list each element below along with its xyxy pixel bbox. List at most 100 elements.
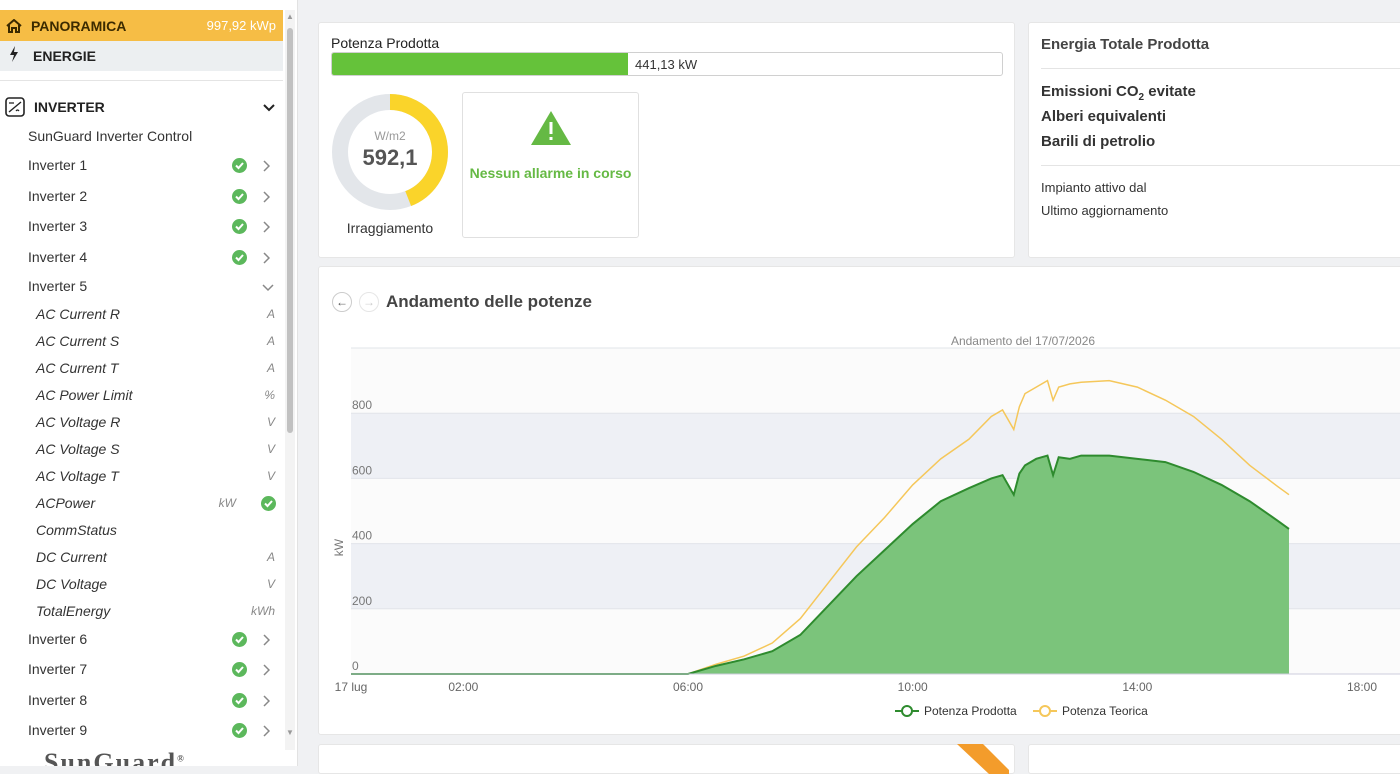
irradiance-gauge: W/m2 592,1	[331, 93, 449, 211]
warning-icon	[529, 109, 573, 152]
sidebar-item-inverter[interactable]: Inverter 1	[0, 152, 283, 178]
inverter-param-item[interactable]: AC Current R A	[0, 301, 283, 327]
divider	[1041, 68, 1400, 69]
bottom-card-right	[1028, 744, 1400, 774]
check-circle-icon	[232, 189, 247, 204]
nav-label-energie: ENERGIE	[33, 48, 96, 64]
legend-marker	[1040, 706, 1050, 716]
chart-band	[351, 348, 1400, 413]
inverter-label: Inverter 5	[28, 278, 87, 294]
check-circle-icon	[232, 662, 247, 677]
chevron-right-icon[interactable]	[262, 220, 270, 236]
param-unit: %	[264, 388, 275, 402]
chevron-right-icon[interactable]	[262, 251, 270, 267]
inverter-param-item[interactable]: AC Voltage S V	[0, 436, 283, 462]
y-tick-label: 600	[352, 463, 372, 477]
param-unit: A	[267, 550, 275, 564]
sidebar-item-inverter[interactable]: Inverter 4	[0, 244, 283, 270]
x-tick-label: 06:00	[673, 680, 703, 694]
last-update-label: Ultimo aggiornamento	[1041, 203, 1168, 218]
control-label: SunGuard Inverter Control	[28, 128, 192, 144]
nav-label-panoramica: PANORAMICA	[31, 18, 126, 34]
inverter-param-item[interactable]: AC Current T A	[0, 355, 283, 381]
sidebar-item-inverter[interactable]: Inverter 9	[0, 717, 283, 743]
param-unit: V	[267, 577, 275, 591]
y-tick-label: 0	[352, 659, 359, 673]
oil-barrels-label: Barili di petrolio	[1041, 133, 1155, 150]
param-label: AC Voltage T	[36, 468, 119, 484]
divider	[0, 80, 283, 81]
inverter-param-item[interactable]: AC Power Limit%	[0, 382, 283, 408]
lightning-icon	[6, 46, 22, 67]
co2-avoided-label: Emissioni CO2 evitate	[1041, 83, 1196, 103]
inverter-label: Inverter 9	[28, 722, 87, 738]
inverter-label: Inverter 2	[28, 188, 87, 204]
sidebar: PANORAMICA 997,92 kWp ENERGIE INVERTER S…	[0, 0, 298, 766]
inverter-param-item[interactable]: ACPower kW	[0, 490, 283, 516]
x-tick-label: 18:00	[1347, 680, 1377, 694]
inverter-label: Inverter 7	[28, 661, 87, 677]
sidebar-item-inverter[interactable]: Inverter 2	[0, 183, 283, 209]
chart-date-title: Andamento del 17/07/2026	[951, 334, 1095, 348]
chevron-down-icon[interactable]	[263, 99, 275, 115]
power-chart: 0 200 400 600 800 kW Andamento del 17/07/2026 1…	[319, 267, 1400, 736]
sidebar-scrollbar[interactable]: ▲ ▼	[285, 10, 295, 750]
home-icon	[6, 18, 22, 34]
param-label: AC Voltage R	[36, 414, 120, 430]
scroll-down-icon[interactable]: ▼	[286, 728, 294, 737]
param-label: ACPower	[36, 495, 95, 511]
sidebar-item-inverter[interactable]: Inverter 8	[0, 687, 283, 713]
scroll-up-icon[interactable]: ▲	[286, 12, 294, 21]
legend-marker	[902, 706, 912, 716]
chevron-right-icon[interactable]	[262, 190, 270, 206]
sidebar-item-control[interactable]: SunGuard Inverter Control	[0, 123, 283, 149]
inverter-section-label: INVERTER	[34, 99, 105, 115]
chevron-down-icon[interactable]	[262, 280, 274, 296]
inverter-label: Inverter 4	[28, 249, 87, 265]
inverter-param-item[interactable]: DC Current A	[0, 544, 283, 570]
active-since-label: Impianto attivo dal	[1041, 180, 1147, 195]
check-circle-icon	[232, 632, 247, 647]
inverter-param-item[interactable]: AC Voltage R V	[0, 409, 283, 435]
sidebar-item-inverter[interactable]: Inverter 3	[0, 213, 283, 239]
inverter-label: Inverter 8	[28, 692, 87, 708]
chevron-right-icon[interactable]	[262, 724, 270, 740]
nav-item-energie[interactable]: ENERGIE	[0, 41, 283, 71]
power-produced-label: Potenza Prodotta	[331, 35, 439, 51]
chevron-right-icon[interactable]	[262, 159, 270, 175]
irradiance-unit: W/m2	[331, 129, 449, 143]
x-tick-label: 02:00	[448, 680, 478, 694]
chevron-right-icon[interactable]	[262, 694, 270, 710]
param-unit: A	[267, 307, 275, 321]
inverter-param-item[interactable]: CommStatus	[0, 517, 283, 543]
param-label: AC Current S	[36, 333, 119, 349]
inverter-param-item[interactable]: DC Voltage V	[0, 571, 283, 597]
param-label: AC Current T	[36, 360, 118, 376]
inverter-param-item[interactable]: TotalEnergy kWh	[0, 598, 283, 624]
sidebar-item-inverter[interactable]: Inverter 6	[0, 626, 283, 652]
alarm-panel[interactable]: Nessun allarme in corso	[462, 92, 639, 238]
param-unit: kW	[219, 496, 236, 510]
inverter-param-item[interactable]: AC Current S A	[0, 328, 283, 354]
param-unit: kWh	[251, 604, 275, 618]
y-tick-label: 800	[352, 398, 372, 412]
sidebar-item-inverter-5[interactable]: Inverter 5	[0, 273, 283, 299]
inverter-param-item[interactable]: AC Voltage T V	[0, 463, 283, 489]
chevron-right-icon[interactable]	[262, 663, 270, 679]
x-tick-label: 17 lug	[335, 680, 368, 694]
divider	[1041, 165, 1400, 166]
chevron-right-icon[interactable]	[262, 633, 270, 649]
scrollbar-thumb[interactable]	[287, 28, 293, 433]
legend-label[interactable]: Potenza Teorica	[1062, 704, 1148, 718]
sidebar-item-inverter[interactable]: Inverter 7	[0, 656, 283, 682]
nav-item-panoramica[interactable]: PANORAMICA 997,92 kWp	[0, 10, 283, 41]
inverter-label: Inverter 3	[28, 218, 87, 234]
power-progress-fill	[332, 53, 628, 75]
param-label: CommStatus	[36, 522, 117, 538]
legend-label[interactable]: Potenza Prodotta	[924, 704, 1017, 718]
power-trend-card: ← → Andamento delle potenze 0 200 400 600 80…	[318, 266, 1400, 735]
alarm-status-text: Nessun allarme in corso	[463, 165, 638, 181]
inverter-section-header[interactable]: INVERTER	[0, 94, 283, 120]
x-tick-label: 14:00	[1122, 680, 1152, 694]
x-tick-label: 10:00	[898, 680, 928, 694]
